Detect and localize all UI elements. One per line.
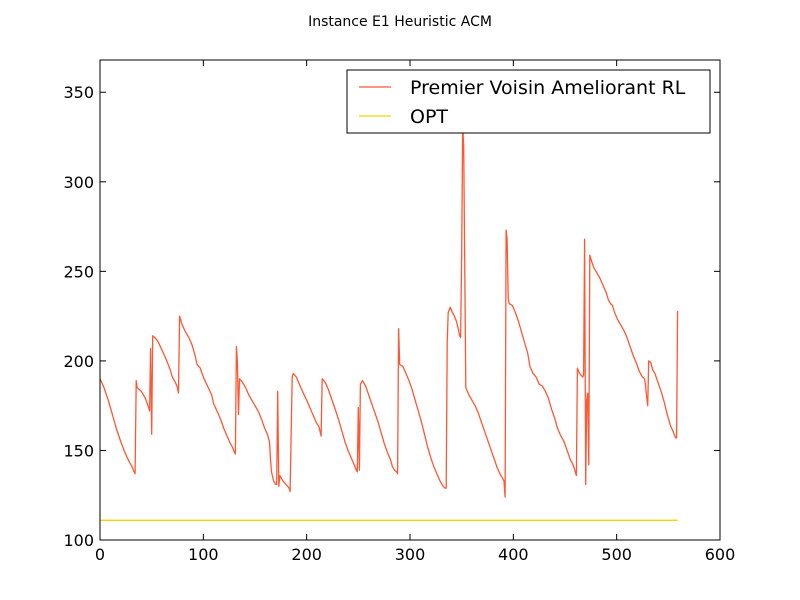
plot-area xyxy=(100,125,679,521)
legend-label: OPT xyxy=(410,106,448,128)
legend: Premier Voisin Ameliorant RL OPT xyxy=(346,69,711,134)
chart-title: Instance E1 Heuristic ACM xyxy=(308,14,492,30)
legend-label: Premier Voisin Ameliorant RL xyxy=(410,77,686,99)
x-tick-label: 100 xyxy=(188,545,219,564)
y-tick-label: 250 xyxy=(63,262,94,281)
y-tick-label: 350 xyxy=(63,83,94,102)
legend-box xyxy=(346,69,711,134)
x-tick-label: 200 xyxy=(291,545,322,564)
x-tick-label: 0 xyxy=(95,545,105,564)
series-line-premier-voisin xyxy=(100,125,679,498)
x-tick-label: 600 xyxy=(705,545,736,564)
y-tick-label: 200 xyxy=(63,352,94,371)
x-tick-label: 500 xyxy=(601,545,632,564)
x-tick-label: 400 xyxy=(498,545,529,564)
y-tick-label: 100 xyxy=(63,531,94,550)
y-tick-label: 300 xyxy=(63,173,94,192)
x-tick-label: 300 xyxy=(395,545,426,564)
y-tick-label: 150 xyxy=(63,441,94,460)
